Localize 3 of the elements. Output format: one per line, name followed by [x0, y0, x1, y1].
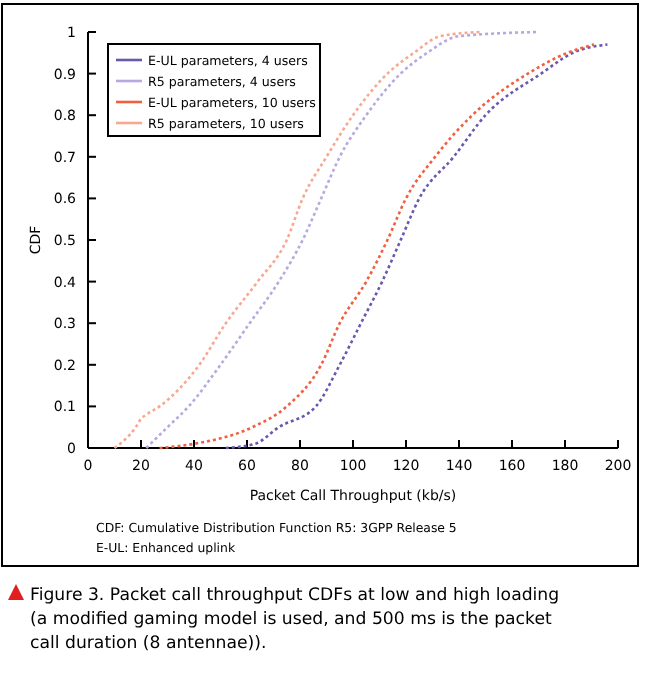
line-series [145, 30, 540, 450]
line-series [113, 30, 482, 450]
caption: Figure 3. Packet call throughput CDFs at low and high loading (a modified gaming model is used, and 500 ms is the packet call duration (8 antennae)). [30, 586, 560, 654]
